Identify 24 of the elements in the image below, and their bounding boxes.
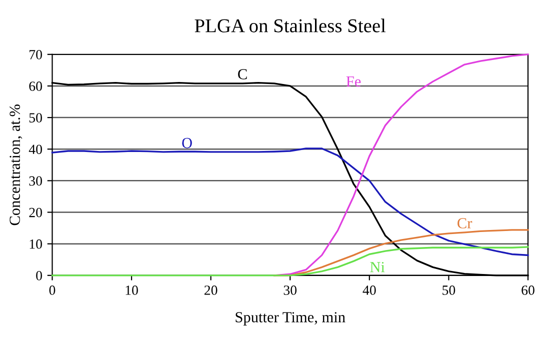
y-tick-label: 20 [29,208,42,218]
line-series [51,148,529,256]
y-axis-title: Concentration, at.% [10,104,22,226]
series-label: Cr [458,218,472,228]
x-tick-label: 20 [204,286,218,295]
x-tick-label: 0 [49,286,56,295]
chart-title: PLGA on Stainless Steel [194,18,386,32]
x-tick-label: 10 [126,286,138,295]
series-label: O [182,138,192,148]
text: Fe [346,76,361,87]
x-tick-label: 30 [284,286,297,295]
y-tick-label: 50 [29,113,42,122]
x-tick-label: 60 [522,286,534,295]
y-tick-label: 60 [29,82,42,91]
y-tick-label: 40 [28,144,42,154]
y-tick-label: 30 [29,176,42,186]
y-tick-label: 70 [30,50,42,60]
series-label: C [238,69,247,80]
y-tick-label: 0 [36,270,42,280]
x-tick-label: 50 [442,286,456,295]
x-axis-title: Sputter Time, min [236,312,346,326]
series-label: Ni [370,262,385,272]
x-tick-label: 40 [362,286,376,295]
y-tick-label: 10 [30,239,42,249]
